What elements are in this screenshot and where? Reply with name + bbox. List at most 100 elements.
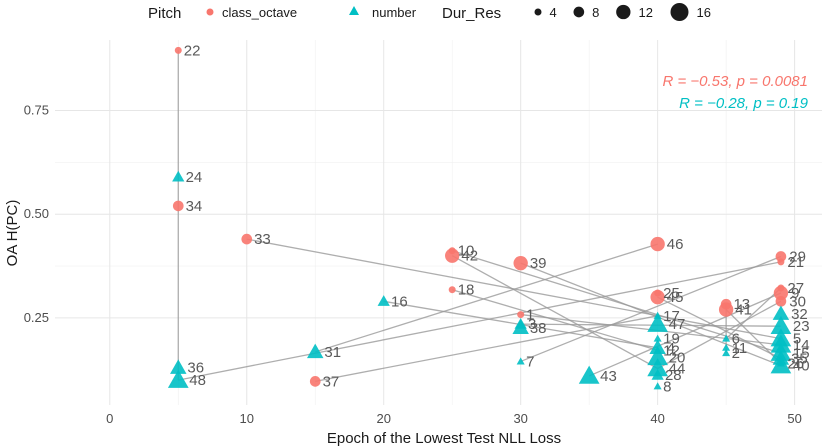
y-tick-label: 0.75 bbox=[24, 103, 49, 118]
point-1 bbox=[517, 311, 525, 319]
point-label-30: 30 bbox=[789, 293, 806, 310]
point-label-42: 42 bbox=[461, 248, 478, 265]
point-label-12: 12 bbox=[663, 342, 680, 359]
point-label-16: 16 bbox=[391, 293, 408, 310]
point-34 bbox=[172, 200, 184, 212]
point-label-17: 17 bbox=[663, 308, 680, 325]
point-2 bbox=[722, 349, 731, 357]
point-19 bbox=[653, 334, 662, 342]
legend-shape-title: Pitch bbox=[148, 5, 181, 22]
point-33 bbox=[241, 233, 253, 245]
point-47 bbox=[647, 313, 668, 332]
connection-line bbox=[520, 262, 782, 367]
point-label-7: 7 bbox=[526, 353, 534, 370]
point-label-26: 26 bbox=[787, 356, 804, 373]
point-label-10: 10 bbox=[458, 243, 475, 260]
size-legend-marker bbox=[573, 6, 585, 18]
legend: Pitch class_octave number Dur_Res 4 8 12 16 bbox=[148, 3, 711, 22]
point-32 bbox=[772, 305, 790, 320]
point-label-8: 8 bbox=[663, 378, 671, 395]
point-label-5: 5 bbox=[793, 331, 801, 348]
point-45 bbox=[650, 289, 665, 305]
point-label-34: 34 bbox=[186, 198, 203, 215]
point-16 bbox=[377, 295, 390, 306]
point-21 bbox=[777, 258, 785, 266]
point-39 bbox=[513, 255, 528, 271]
point-6 bbox=[722, 334, 731, 342]
connection-line bbox=[725, 309, 782, 364]
point-48 bbox=[167, 369, 189, 388]
connection-line bbox=[657, 300, 782, 370]
point-46 bbox=[650, 236, 665, 252]
point-44 bbox=[647, 358, 668, 377]
point-label-3: 3 bbox=[528, 316, 536, 333]
point-label-46: 46 bbox=[667, 236, 684, 253]
legend-class-octave-marker bbox=[206, 8, 214, 16]
x-tick-label: 30 bbox=[513, 411, 527, 426]
point-label-36: 36 bbox=[187, 360, 204, 377]
x-tick-label: 40 bbox=[650, 411, 664, 426]
connection-line bbox=[315, 315, 658, 382]
point-label-13: 13 bbox=[733, 296, 750, 313]
x-tick-label: 10 bbox=[240, 411, 254, 426]
point-40 bbox=[770, 355, 792, 374]
point-42 bbox=[445, 248, 460, 263]
point-label-25: 25 bbox=[663, 285, 680, 302]
legend-class-octave-label: class_octave bbox=[222, 5, 297, 20]
point-label-39: 39 bbox=[530, 255, 547, 272]
y-tick-label: 0.25 bbox=[24, 310, 49, 325]
point-label-44: 44 bbox=[669, 361, 686, 378]
connection-line bbox=[657, 296, 782, 360]
stat-annotation-number: R = −0.28, p = 0.19 bbox=[679, 95, 809, 112]
point-label-4: 4 bbox=[667, 340, 675, 357]
connection-line bbox=[451, 255, 658, 370]
point-label-15: 15 bbox=[793, 345, 810, 362]
point-label-24: 24 bbox=[186, 169, 203, 186]
point-label-33: 33 bbox=[254, 231, 271, 248]
point-7 bbox=[516, 357, 525, 365]
point-label-1: 1 bbox=[526, 307, 534, 324]
point-label-20: 20 bbox=[669, 349, 686, 366]
point-label-38: 38 bbox=[530, 320, 547, 337]
point-38 bbox=[512, 319, 529, 335]
legend-number-label: number bbox=[372, 5, 417, 20]
point-label-45: 45 bbox=[667, 289, 684, 306]
y-tick-label: 0.50 bbox=[24, 206, 49, 221]
point-label-29: 29 bbox=[789, 249, 806, 266]
point-29 bbox=[775, 251, 787, 262]
size-legend-marker bbox=[670, 3, 689, 21]
point-22 bbox=[174, 46, 182, 54]
size-legend: 4 8 12 16 bbox=[534, 3, 711, 21]
x-tick-label: 20 bbox=[376, 411, 390, 426]
point-24 bbox=[172, 170, 185, 182]
size-legend-label: 12 bbox=[639, 5, 653, 20]
point-label-22: 22 bbox=[184, 42, 201, 59]
point-label-23: 23 bbox=[793, 318, 810, 335]
size-legend-label: 4 bbox=[550, 5, 557, 20]
stat-annotation-class-octave: R = −0.53, p = 0.0081 bbox=[662, 73, 808, 90]
connection-line bbox=[725, 287, 782, 340]
point-23 bbox=[770, 315, 792, 334]
connection-line bbox=[520, 323, 781, 327]
x-tick-label: 0 bbox=[106, 411, 113, 426]
connection-line bbox=[520, 255, 782, 363]
point-label-31: 31 bbox=[324, 344, 341, 361]
point-label-27: 27 bbox=[787, 280, 804, 297]
y-axis-title: OA H(PC) bbox=[4, 200, 21, 267]
point-28 bbox=[651, 369, 664, 380]
point-label-41: 41 bbox=[735, 302, 752, 319]
point-label-11: 11 bbox=[732, 340, 748, 357]
size-legend-label: 8 bbox=[592, 5, 599, 20]
size-legend-label: 16 bbox=[697, 5, 711, 20]
connection-line bbox=[588, 292, 782, 377]
point-label-28: 28 bbox=[665, 367, 682, 384]
point-37 bbox=[309, 376, 321, 387]
point-label-40: 40 bbox=[793, 358, 810, 375]
point-18 bbox=[448, 286, 456, 294]
point-label-32: 32 bbox=[791, 306, 808, 323]
point-label-18: 18 bbox=[458, 282, 475, 299]
x-axis-title: Epoch of the Lowest Test NLL Loss bbox=[327, 430, 561, 447]
point-label-43: 43 bbox=[600, 368, 617, 385]
point-20 bbox=[647, 346, 668, 366]
